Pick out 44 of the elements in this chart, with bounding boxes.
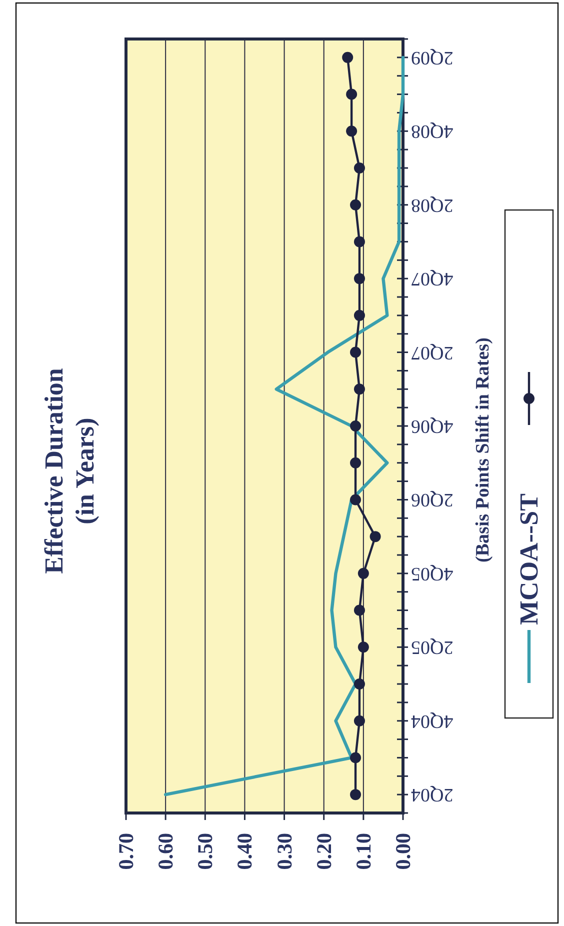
point [350,789,362,800]
y-tick-label: 2Q06 [411,489,454,510]
y-tick-label: 2Q07 [411,342,454,363]
point [354,678,365,690]
point [354,236,365,248]
point [350,346,362,358]
y-tick-label: 2Q09 [411,46,454,68]
point [358,568,369,579]
point [358,642,369,653]
y-tick-label: 4Q05 [411,562,454,584]
point [354,384,365,395]
point [350,457,362,468]
y-tick-label: 4Q04 [410,710,454,732]
point [354,715,365,726]
point [354,310,365,321]
text: (in Years) [70,418,100,524]
x-tick-label: 0.20 [312,833,336,870]
x-tick-label: 0.10 [351,833,376,870]
y-tick-label: 4Q07 [411,268,454,290]
point [350,199,362,210]
y-tick-label: 2Q04 [410,784,454,806]
y-tick-label: 4Q08 [411,120,454,142]
x-tick-label: 0.40 [232,833,257,870]
y-tick-label: 2Q08 [411,194,454,216]
point [346,88,358,100]
x-tick-label: 0.30 [272,833,296,870]
x-tick-label: 0.60 [154,833,178,870]
text: Effective Duration [40,368,68,574]
point [346,126,358,137]
point [354,273,365,284]
y-tick-label: 2Q05 [411,636,454,658]
x-tick-label: 0.00 [391,833,415,870]
point [350,420,362,432]
point [350,752,362,764]
text: MCOA--ST [514,494,544,625]
point [350,494,362,506]
point [354,604,365,616]
x-tick-label: 0.70 [114,833,138,870]
y-tick-label: 4Q06 [411,416,454,436]
point [354,162,365,174]
point [370,531,381,542]
point [342,52,354,63]
x-tick-label: 0.50 [193,833,218,870]
y-axis-title: (Basis Points Shift in Rates) [472,338,494,562]
